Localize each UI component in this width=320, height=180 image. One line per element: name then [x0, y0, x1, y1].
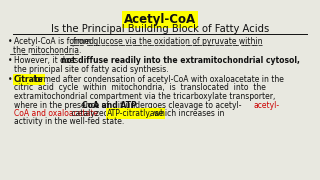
- Text: , which increases in: , which increases in: [149, 109, 224, 118]
- Text: CoA and ATP: CoA and ATP: [82, 100, 137, 109]
- Text: However, it does: However, it does: [14, 56, 81, 65]
- Text: CoA and oxaloacetate: CoA and oxaloacetate: [14, 109, 98, 118]
- Text: ̲t̲h̲e̲ ̲m̲i̲t̲o̲c̲h̲o̲n̲d̲r̲i̲a̲.: ̲t̲h̲e̲ ̲m̲i̲t̲o̲c̲h̲o̲n̲d̲r̲i̲a̲.: [14, 46, 82, 55]
- Text: ̲f̲r̲o̲m̲ ̲g̲l̲u̲c̲o̲s̲e̲ ̲v̲i̲a̲ ̲t̲h̲e̲ ̲o̲x̲i̲d̲a̲t̲i̲o̲n̲ ̲o̲f̲ ̲p̲y̲r̲u̲v̲a: ̲f̲r̲o̲m̲ ̲g̲l̲u̲c̲o̲s̲e̲ ̲v̲i̲a̲ ̲t̲h̲e…: [74, 37, 263, 46]
- Text: ATP-citratlyase: ATP-citratlyase: [107, 109, 164, 118]
- Text: •: •: [8, 75, 12, 84]
- Text: acetyl-: acetyl-: [254, 100, 280, 109]
- Text: activity in the well-fed state.: activity in the well-fed state.: [14, 118, 124, 127]
- Text: extramitochondrial compartment via the tricarboxylate transporter,: extramitochondrial compartment via the t…: [14, 92, 276, 101]
- Text: where in the presence of: where in the presence of: [14, 100, 111, 109]
- Text: the principal site of fatty acid synthesis.: the principal site of fatty acid synthes…: [14, 64, 169, 73]
- Text: Citrate: Citrate: [14, 75, 44, 84]
- Text: •: •: [8, 37, 12, 46]
- Text: Acetyl-CoA: Acetyl-CoA: [124, 13, 196, 26]
- Text: , it undergoes cleavage to acetyl-: , it undergoes cleavage to acetyl-: [113, 100, 242, 109]
- Text: catalyzed by: catalyzed by: [69, 109, 123, 118]
- Text: •: •: [8, 56, 12, 65]
- Text: Is the Principal Building Block of Fatty Acids: Is the Principal Building Block of Fatty…: [51, 24, 269, 34]
- Text: citric  acid  cycle  within  mitochondria,  is  translocated  into  the: citric acid cycle within mitochondria, i…: [14, 84, 266, 93]
- Text: formed after condensation of acetyl-CoA with oxaloacetate in the: formed after condensation of acetyl-CoA …: [33, 75, 284, 84]
- Text: Acetyl-CoA is formed: Acetyl-CoA is formed: [14, 37, 96, 46]
- Text: not diffuse readily into the extramitochondrial cytosol,: not diffuse readily into the extramitoch…: [61, 56, 300, 65]
